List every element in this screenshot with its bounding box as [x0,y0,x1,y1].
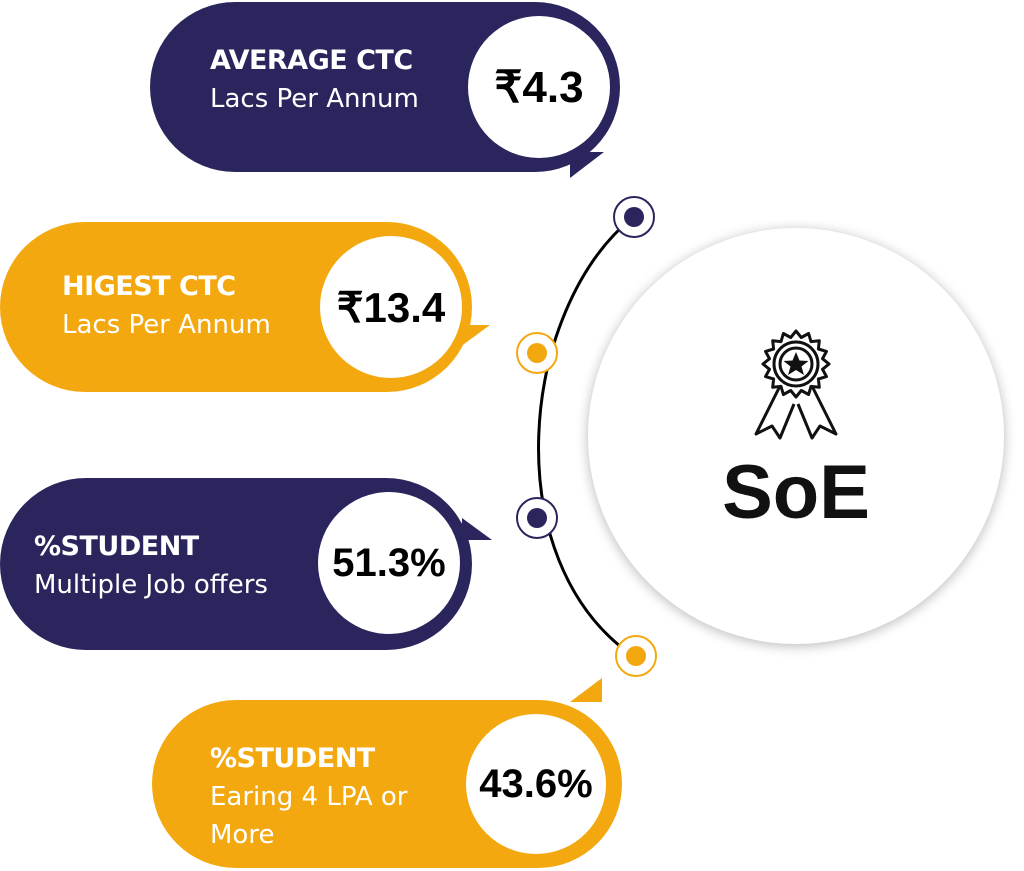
stat-subheading: Multiple Job offers [34,570,268,600]
stat-value: 43.6% [466,714,606,854]
stat-earning-4-lpa: %STUDENT Earing 4 LPA or More 43.6% [152,678,622,868]
stat-highest-ctc: HIGEST CTC Lacs Per Annum ₹13.4 [0,222,490,392]
stat-value: 51.3% [318,492,460,634]
stat-subheading: Lacs Per Annum [62,310,271,340]
stat-average-ctc: AVERAGE CTC Lacs Per Annum ₹4.3 [150,2,620,178]
stat-heading: %STUDENT [34,531,199,562]
center-hub: SoE [588,228,1004,644]
stat-heading: HIGEST CTC [62,271,236,302]
award-ribbon-icon [754,329,838,440]
stat-value: ₹13.4 [320,236,462,378]
node-4 [615,635,657,677]
node-2 [516,332,558,374]
stat-subheading: Lacs Per Annum [210,84,419,114]
center-label: SoE [722,450,870,535]
stat-value: ₹4.3 [468,16,610,158]
stat-heading: AVERAGE CTC [210,45,413,76]
stat-subheading-line-1: Earing 4 LPA or [210,782,408,812]
stat-multiple-job-offers: %STUDENT Multiple Job offers 51.3% [0,478,492,650]
node-1 [613,196,655,238]
stat-subheading-line-2: More [210,820,275,850]
node-3 [516,497,558,539]
stat-heading: %STUDENT [210,743,375,774]
